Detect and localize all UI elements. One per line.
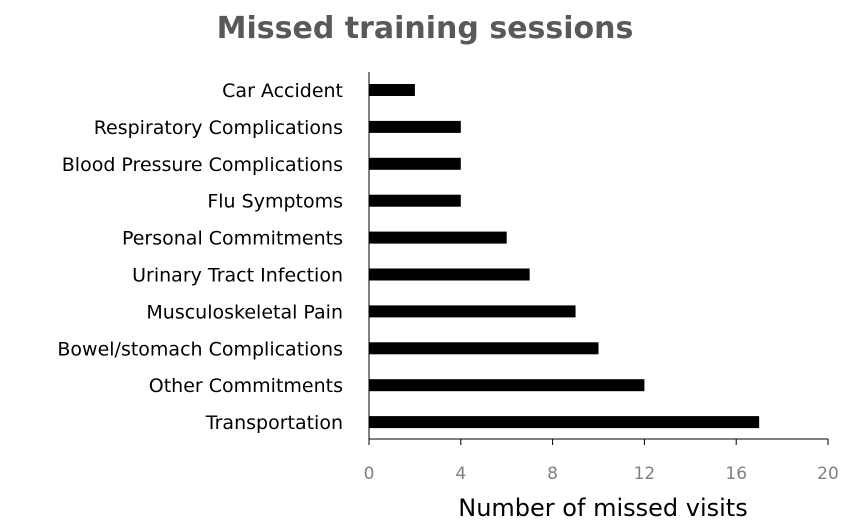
category-label: Bowel/stomach Complications (57, 338, 343, 360)
bar (369, 268, 530, 281)
x-tick-label: 4 (455, 464, 466, 484)
bar (369, 305, 576, 318)
category-label: Transportation (205, 412, 343, 434)
category-label: Flu Symptoms (207, 191, 343, 213)
category-label: Personal Commitments (122, 228, 343, 250)
chart-title: Missed training sessions (217, 11, 634, 46)
x-tick-label: 16 (725, 464, 747, 484)
category-label: Other Commitments (149, 375, 343, 397)
category-label: Urinary Tract Infection (132, 265, 343, 287)
x-tick-label: 20 (817, 464, 839, 484)
bar (369, 416, 760, 429)
bar (369, 157, 461, 170)
bar (369, 379, 645, 392)
x-axis-title: Number of missed visits (458, 494, 747, 522)
bar (369, 342, 599, 355)
bar (369, 194, 461, 207)
bar (369, 120, 461, 133)
category-labels: Car Accident Respiratory Complications Blo… (57, 80, 343, 434)
x-tick-label: 8 (547, 464, 558, 484)
category-label: Musculoskeletal Pain (146, 301, 343, 323)
category-label: Respiratory Complications (94, 117, 343, 139)
bar (369, 231, 507, 244)
x-axis-ticks: 0 4 8 12 16 20 (364, 439, 839, 484)
bars-group (369, 84, 760, 429)
category-label: Car Accident (222, 80, 343, 102)
x-tick-label: 0 (364, 464, 375, 484)
bar (369, 84, 415, 96)
category-label: Blood Pressure Complications (62, 154, 343, 176)
x-tick-label: 12 (634, 464, 656, 484)
